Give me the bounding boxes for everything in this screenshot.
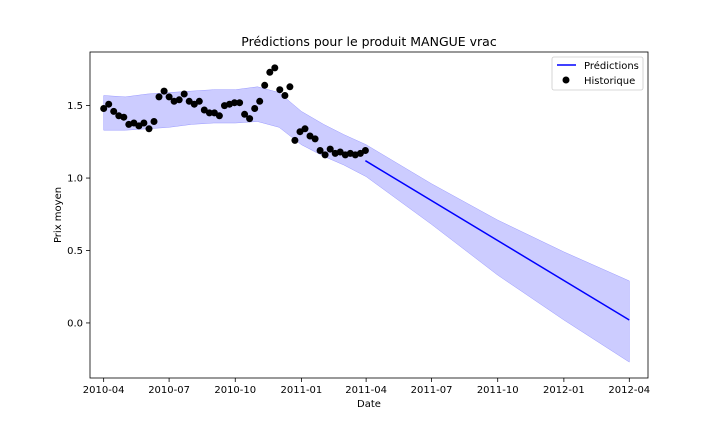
historique-point (316, 147, 324, 154)
x-axis-label: Date (357, 399, 381, 410)
y-tick-label: 0.5 (67, 246, 83, 257)
historique-point (100, 105, 108, 112)
historique-points-layer (100, 64, 369, 159)
x-tick-label: 2010-04 (83, 385, 125, 396)
historique-point (271, 64, 279, 72)
x-tick-label: 2011-07 (411, 385, 453, 396)
y-axis-label: Prix moyen (53, 187, 64, 243)
x-tick-label: 2011-01 (281, 385, 323, 396)
prediction-line-layer (365, 160, 630, 321)
historique-point (195, 97, 203, 105)
historique-point (200, 106, 208, 114)
x-tick-label: 2010-07 (148, 385, 190, 396)
confidence-band (103, 86, 630, 363)
historique-point (261, 81, 269, 89)
legend-label-historique: Historique (584, 76, 635, 87)
historique-point (306, 132, 314, 140)
y-tick-label: 1.0 (67, 174, 83, 185)
historique-point (311, 135, 319, 143)
historique-point (205, 109, 213, 117)
plot-frame (89, 51, 649, 379)
historique-point (150, 118, 158, 125)
historique-point (336, 148, 344, 156)
historique-point (140, 119, 148, 127)
y-tick-label: 0.0 (67, 318, 83, 329)
historique-point (321, 151, 329, 159)
historique-point (145, 125, 153, 133)
historique-point (105, 100, 113, 108)
historique-point (236, 99, 244, 107)
historique-point (110, 107, 118, 115)
historique-point (155, 93, 163, 101)
historique-point (185, 97, 193, 105)
legend-label-predictions: Prédictions (584, 60, 639, 72)
legend-marker-historique (562, 76, 570, 84)
historique-point (231, 99, 238, 107)
historique-point (301, 125, 309, 133)
historique-point (215, 112, 223, 120)
legend: Prédictions Historique (551, 56, 644, 91)
historique-point (175, 96, 183, 104)
historique-point (165, 93, 173, 101)
historique-point (160, 87, 168, 95)
historique-point (266, 68, 274, 76)
y-tick-label: 1.5 (67, 101, 83, 112)
historique-point (276, 86, 284, 94)
historique-point (180, 90, 188, 98)
x-tick-label: 2011-04 (345, 385, 387, 396)
x-tick-label: 2012-01 (543, 385, 585, 396)
y-axis-ticks: 0.0 0.5 1.0 1.5 (67, 101, 90, 329)
prediction-line (365, 160, 630, 321)
historique-point (256, 97, 264, 105)
chart-title: Prédictions pour le produit MANGUE vrac (241, 34, 497, 49)
historique-point (326, 145, 334, 153)
historique-point (251, 105, 259, 112)
confidence-band-layer (103, 86, 630, 363)
historique-point (286, 83, 294, 91)
x-tick-label: 2011-10 (477, 385, 519, 396)
historique-point (281, 92, 289, 99)
x-tick-label: 2010-10 (214, 385, 256, 396)
historique-point (291, 136, 299, 144)
x-tick-label: 2012-04 (608, 385, 650, 396)
historique-point (246, 115, 254, 123)
x-axis-ticks: 2010-04 2010-07 2010-10 2011-01 2011-04 2011-… (83, 378, 650, 396)
historique-point (241, 110, 249, 118)
historique-point (361, 147, 369, 154)
historique-point (120, 113, 128, 121)
